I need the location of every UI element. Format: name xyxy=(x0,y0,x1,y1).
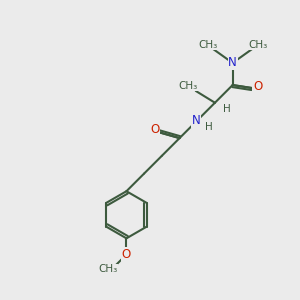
Text: O: O xyxy=(122,248,131,261)
Text: N: N xyxy=(228,56,237,70)
Text: CH₃: CH₃ xyxy=(98,264,118,274)
Text: O: O xyxy=(253,80,262,93)
Text: CH₃: CH₃ xyxy=(198,40,217,50)
Text: O: O xyxy=(150,123,159,136)
Text: N: N xyxy=(191,114,200,127)
Text: H: H xyxy=(223,103,231,114)
Text: CH₃: CH₃ xyxy=(248,40,267,50)
Text: H: H xyxy=(205,122,212,132)
Text: CH₃: CH₃ xyxy=(179,81,198,91)
